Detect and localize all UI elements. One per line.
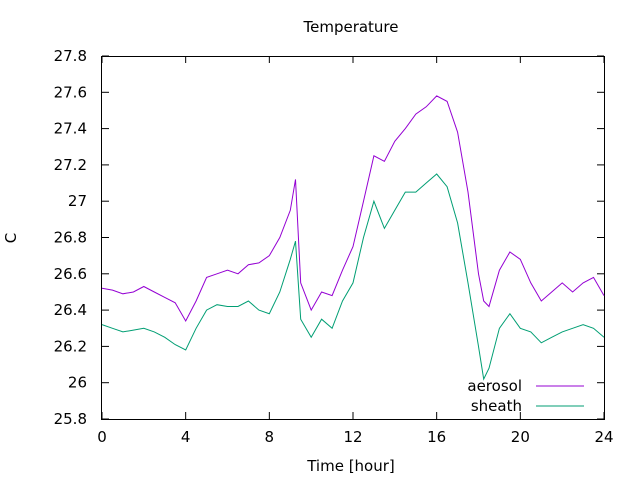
x-tick-label: 24 [594,428,613,446]
tick-layer: 0 4 8 12 16 20 24 25.8 26 26.2 26.4 26.6 26.8 27 27.2 2… [54,47,614,446]
x-tick-label: 12 [343,428,362,446]
y-tick-label: 26.8 [54,229,87,247]
series-line-sheath [101,173,605,381]
y-tick-label: 27 [68,192,87,210]
x-tick-label: 20 [511,428,530,446]
x-tick-label: 8 [265,428,275,446]
y-tick-label: 26 [68,374,87,392]
y-tick-label: 26.2 [54,337,87,355]
x-axis-label: Time [hour] [306,457,395,475]
y-tick-label: 27.8 [54,47,87,65]
plot-frame [101,56,605,420]
x-tick-label: 0 [97,428,107,446]
y-tick-label: 26.4 [54,301,87,319]
series-line-aerosol [101,95,605,323]
legend-label-aerosol: aerosol [467,377,522,395]
y-tick-label: 27.2 [54,156,87,174]
y-tick-label: 26.6 [54,265,87,283]
x-tick-label: 16 [427,428,446,446]
y-axis-label: C [2,233,20,243]
y-tick-label: 25.8 [54,410,87,428]
x-tick-label: 4 [181,428,191,446]
legend: aerosol sheath [467,377,584,415]
y-tick-label: 27.4 [54,120,87,138]
y-tick-label: 27.6 [54,83,87,101]
legend-label-sheath: sheath [471,397,522,415]
series-layer [101,95,605,381]
chart-title: Temperature [302,18,398,36]
